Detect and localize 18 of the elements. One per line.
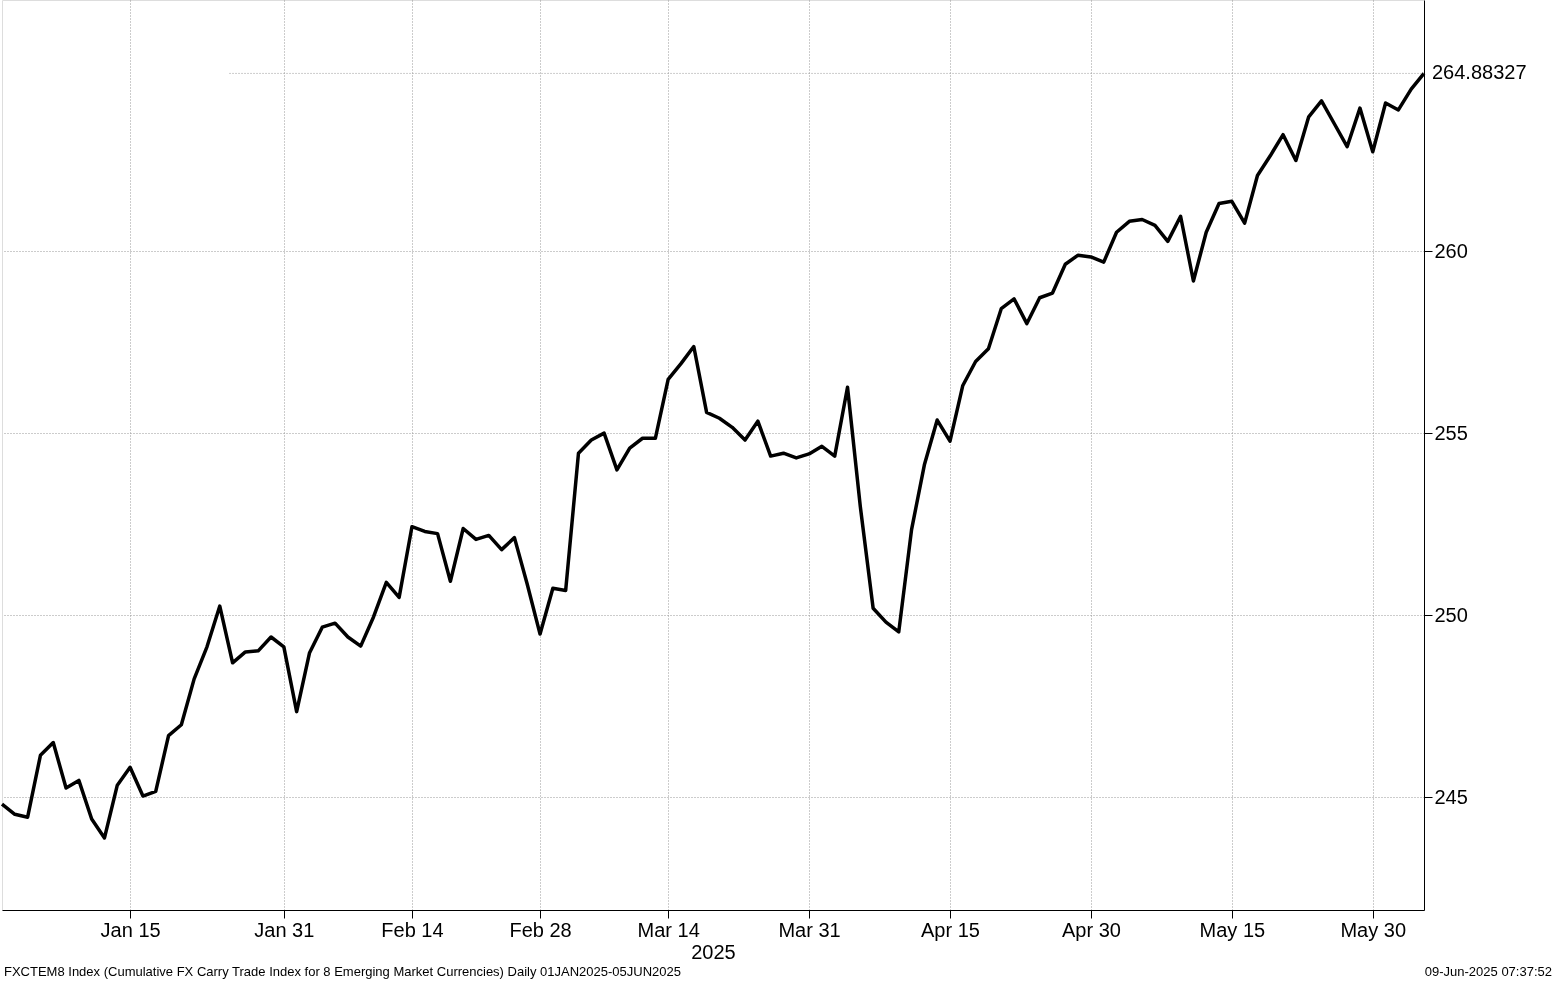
x-tick-label: Jan 15 xyxy=(100,918,161,941)
x-tick-label: Apr 30 xyxy=(1061,918,1121,941)
ref-line-label: 264.88327 xyxy=(1432,61,1527,84)
text: 09-Jun-2025 07:37:52 xyxy=(1424,964,1552,979)
x-tick-label: Feb 28 xyxy=(509,918,572,941)
y-tick-label: 255 xyxy=(1434,421,1468,444)
x-tick-label: Apr 15 xyxy=(921,918,980,941)
x-axis-title: 2025 xyxy=(691,940,736,963)
y-tick-label: 260 xyxy=(1434,239,1468,262)
x-tick-label: May 30 xyxy=(1340,918,1407,941)
x-tick-label: Mar 31 xyxy=(778,918,841,941)
x-tick-label: Mar 14 xyxy=(637,918,700,941)
y-tick-label: 245 xyxy=(1434,785,1468,808)
x-tick-label: May 15 xyxy=(1199,918,1266,941)
text: FXCTEM8 Index (Cumulative FX Carry Trade Index for 8 Emerging Market Currencies) Daily 01JAN2025-05JUN2025 xyxy=(4,964,681,979)
y-tick-label: 250 xyxy=(1434,603,1468,626)
x-tick-label: Jan 31 xyxy=(254,918,315,941)
x-tick-label: Feb 14 xyxy=(381,918,444,941)
